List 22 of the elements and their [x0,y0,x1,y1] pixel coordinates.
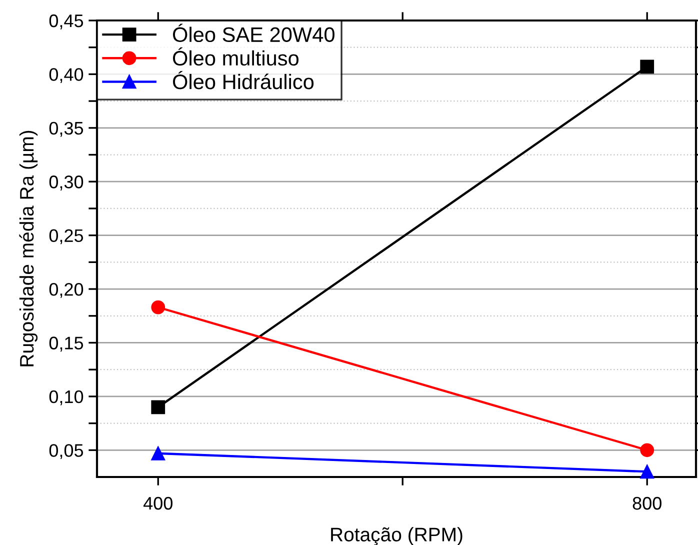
x-tick-label: 800 [632,496,662,510]
legend-label: Óleo SAE 20W40 [172,24,334,42]
x-axis-title: Rotação (RPM) [331,527,462,545]
legend-label: Óleo Hidráulico [172,70,314,90]
y-tick-label: 0,45 [49,14,84,30]
y-tick-label: 0,40 [49,68,84,84]
point [151,446,166,460]
point [151,300,166,314]
y-tick-label: 0,35 [49,122,84,137]
point [640,443,654,458]
y-tick-label: 0,15 [49,336,84,352]
y-tick-label: 0,20 [49,282,84,298]
y-tick-label: 0,10 [49,390,84,406]
y-tick-label: 0,05 [49,444,84,459]
legend-label: Óleo multiuso [172,47,298,66]
x-tick-label: 400 [143,496,172,510]
y-axis-title: Rugosidade média Ra (µm) [19,130,38,366]
point [151,400,166,414]
point [640,464,654,479]
y-tick-label: 0,30 [49,176,84,190]
point [640,60,654,74]
y-tick-label: 0,25 [49,229,84,244]
